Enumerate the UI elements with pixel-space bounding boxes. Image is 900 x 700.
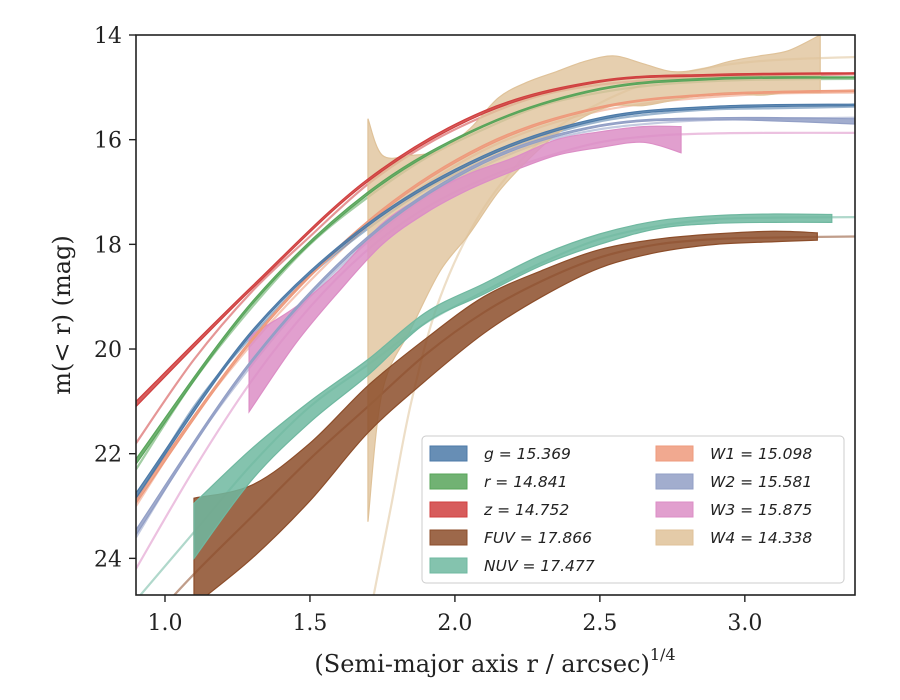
legend-swatch-fuv (429, 529, 468, 546)
axis-ticks: 1.0 1.5 2.0 2.5 3.0 14 16 18 20 22 24 (94, 24, 762, 636)
band-fuv (193, 230, 818, 595)
plot-area (136, 35, 855, 595)
legend-label-fuv: FUV = 17.866 (484, 529, 592, 547)
legend-swatch-g (429, 445, 468, 462)
legend-label-w1: W1 = 15.098 (710, 445, 812, 463)
legend-label-w3: W3 = 15.875 (710, 501, 812, 519)
y-tick-label: 24 (94, 547, 122, 572)
legend-swatch-w2 (655, 473, 694, 490)
legend-label-w2: W2 = 15.581 (710, 473, 812, 491)
y-tick-label: 20 (94, 338, 122, 363)
x-tick-label: 1.0 (147, 611, 182, 636)
x-tick-label: 1.5 (292, 611, 327, 636)
y-tick-label: 16 (94, 129, 122, 154)
y-tick-label: 14 (94, 24, 122, 49)
legend-swatch-w3 (655, 501, 694, 518)
legend-box (421, 435, 845, 584)
plot-frame (135, 34, 856, 596)
x-tick-label: 2.0 (437, 611, 472, 636)
legend-swatch-w4 (655, 529, 694, 546)
legend-label-r: r = 14.841 (484, 473, 567, 491)
legend-label-g: g = 15.369 (484, 445, 571, 463)
legend-swatch-w1 (655, 445, 694, 462)
legend-swatch-z (429, 501, 468, 518)
series-group (136, 35, 855, 595)
legend-label-w4: W4 = 14.338 (710, 529, 812, 547)
band-g (136, 103, 855, 500)
band-z (136, 72, 855, 408)
legend-label-z: z = 14.752 (483, 501, 569, 519)
legend-label-nuv: NUV = 17.477 (484, 557, 595, 575)
legend-swatch-r (429, 473, 468, 490)
y-tick-label: 22 (94, 443, 122, 468)
x-tick-label: 2.5 (582, 611, 617, 636)
band-nuv (193, 213, 833, 561)
legend-swatch-nuv (429, 557, 468, 574)
x-axis-label: (Semi-major axis r / arcsec)1/4 (314, 645, 675, 678)
y-tick-label: 18 (94, 233, 122, 258)
y-axis-label: m(< r) (mag) (48, 235, 76, 394)
band-w3 (248, 125, 682, 414)
band-w2 (136, 116, 855, 536)
legend: g = 15.369 r = 14.841 z = 14.752 FUV = 17.8… (421, 435, 845, 584)
x-tick-label: 3.0 (727, 611, 762, 636)
